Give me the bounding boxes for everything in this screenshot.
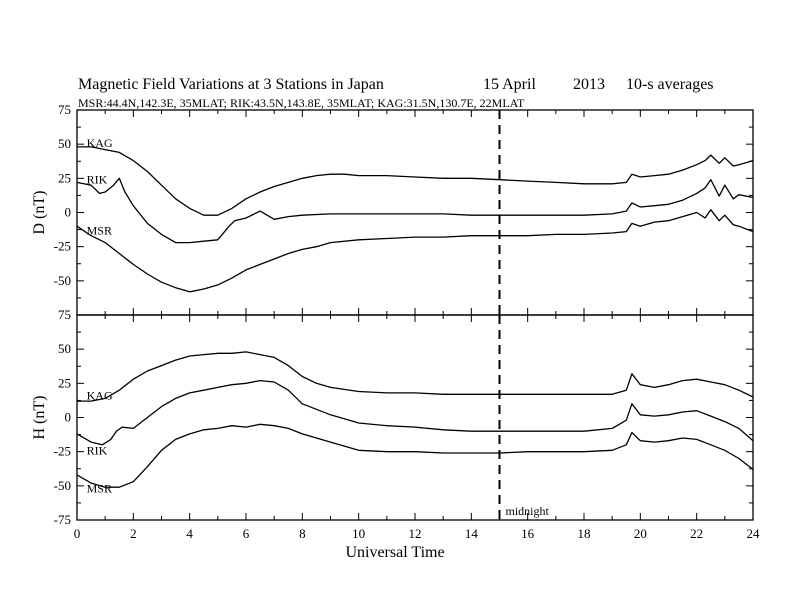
y-axis-label: H (nT) (31, 396, 48, 440)
x-axis-label: Universal Time (345, 544, 444, 561)
series-line-kag (77, 351, 754, 402)
series-label-msr: MSR (87, 223, 112, 237)
series-line-rik (76, 177, 754, 244)
y-tick-label: -50 (54, 273, 71, 288)
y-tick-label: 0 (65, 410, 72, 425)
y-tick-label: 75 (58, 307, 71, 322)
x-tick-label: 12 (409, 526, 422, 541)
panel-frame (76, 109, 754, 316)
y-tick-label: 25 (58, 375, 71, 390)
chart-date: 15 April (483, 76, 536, 93)
x-tick-label: 6 (243, 526, 250, 541)
x-tick-label: 18 (578, 526, 591, 541)
x-tick-label: 4 (186, 526, 193, 541)
chart-averaging: 10-s averages (626, 76, 714, 93)
chart-year: 2013 (573, 76, 605, 93)
y-tick-label: 50 (58, 136, 71, 151)
y-tick-label: 50 (58, 341, 71, 356)
series-label-rik: RIK (87, 443, 108, 457)
series-label-msr: MSR (87, 482, 112, 496)
series-line-msr (76, 423, 754, 488)
x-tick-label: 14 (465, 526, 479, 541)
series-label-kag: KAG (87, 389, 113, 403)
y-tick-label: -50 (54, 478, 71, 493)
x-tick-label: 8 (299, 526, 306, 541)
y-tick-label: 25 (58, 170, 71, 185)
x-tick-label: 24 (747, 526, 761, 541)
x-tick-label: 20 (634, 526, 647, 541)
midnight-label: midnight (506, 504, 550, 518)
x-tick-label: 10 (352, 526, 365, 541)
chart-title: Magnetic Field Variations at 3 Stations … (78, 76, 384, 93)
y-tick-label: 0 (65, 205, 72, 220)
panel-frame (76, 314, 754, 521)
series-label-kag: KAG (87, 136, 113, 150)
y-tick-label: 75 (58, 102, 71, 117)
series-label-rik: RIK (87, 173, 108, 187)
series-line-msr (76, 209, 754, 293)
x-tick-label: 22 (690, 526, 703, 541)
x-tick-label: 16 (521, 526, 535, 541)
x-tick-label: 2 (130, 526, 137, 541)
y-axis-label: D (nT) (31, 191, 48, 235)
series-line-kag (77, 146, 754, 216)
station-coordinates: MSR:44.4N,142.3E, 35MLAT; RIK:43.5N,143.… (78, 96, 525, 110)
x-tick-label: 0 (74, 526, 81, 541)
y-tick-label: -25 (54, 239, 71, 254)
y-tick-label: -75 (54, 512, 71, 527)
d-component-panel: -50 -25 0 25 50 75 D (nT) KAG RIK MSR (31, 102, 754, 316)
y-tick-label: -25 (54, 444, 71, 459)
series-line-rik (76, 379, 754, 446)
